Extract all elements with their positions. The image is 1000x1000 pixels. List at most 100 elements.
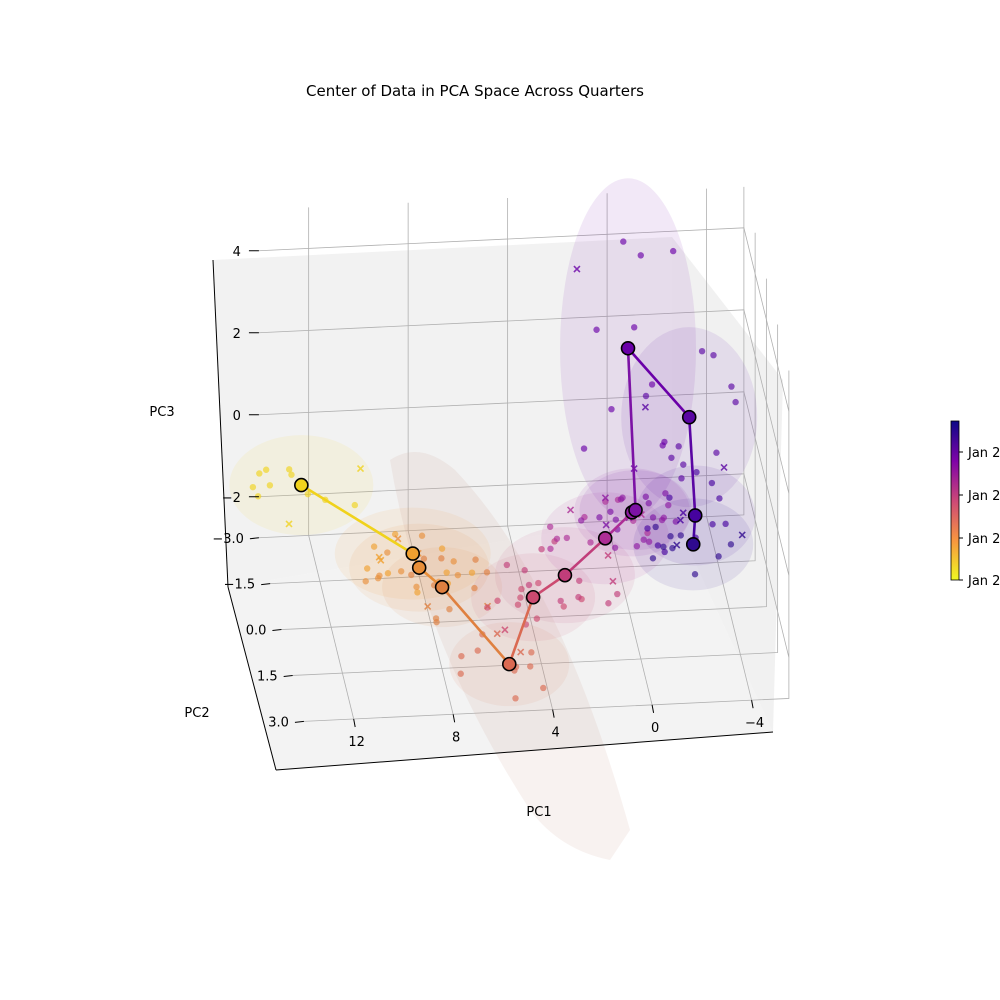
- sample-point: [675, 443, 682, 450]
- sample-point: [693, 468, 700, 476]
- trajectory-segment: [626, 348, 637, 511]
- sample-point: [644, 529, 651, 537]
- z-tick-label: 0: [233, 409, 241, 424]
- trajectory-segment: [627, 347, 691, 419]
- sample-marker: [573, 265, 581, 273]
- axis-lines: [212, 259, 774, 771]
- x-axis-ticks: 12 8 4 0 −4: [348, 700, 764, 750]
- y-tick-label: 0.0: [246, 624, 267, 639]
- sample-point: [722, 520, 729, 528]
- y-tick: [294, 720, 304, 723]
- x-tick-label: 4: [551, 726, 559, 741]
- x-tick-label: 0: [651, 721, 659, 736]
- sample-marker: [394, 535, 402, 543]
- y-tick: [283, 674, 293, 677]
- centroid-marker: [525, 589, 541, 605]
- sample-point: [710, 351, 717, 359]
- sample-point: [446, 605, 453, 613]
- sample-point: [649, 514, 657, 521]
- sample-point: [668, 454, 675, 461]
- centroid-marker: [557, 567, 573, 583]
- sample-point: [521, 567, 528, 574]
- sample-marker: [517, 648, 525, 656]
- y-tick-label: 3.0: [268, 715, 289, 730]
- sample-point: [533, 615, 541, 622]
- sample-point: [619, 494, 626, 501]
- sample-point: [660, 543, 667, 551]
- sample-point: [438, 555, 445, 562]
- x-tick: [552, 709, 555, 718]
- z-tick-label: 2: [233, 327, 241, 342]
- sample-point: [397, 568, 405, 575]
- y-tick: [261, 583, 271, 586]
- sample-point: [420, 555, 428, 562]
- sample-point: [691, 571, 699, 578]
- sample-point: [665, 501, 672, 509]
- grid-line: [281, 278, 767, 630]
- sample-point: [633, 542, 641, 550]
- sample-point: [364, 565, 371, 572]
- sample-point: [563, 534, 571, 542]
- sample-point: [414, 589, 421, 596]
- sample-point: [370, 543, 378, 550]
- sample-point: [727, 541, 735, 548]
- sample-point: [362, 578, 369, 585]
- centroid-marker: [411, 560, 427, 575]
- sample-point: [438, 545, 446, 552]
- colorbar-tick-label: Jan 2: [967, 446, 1000, 461]
- sample-marker: [738, 531, 746, 539]
- x-tick-label: 12: [348, 735, 365, 750]
- y-tick-label: 1.5: [257, 669, 278, 684]
- gridlines: [258, 186, 790, 722]
- colorbar-gradient: [950, 420, 960, 581]
- chart-title: Center of Data in PCA Space Across Quart…: [306, 82, 644, 100]
- sample-point: [614, 590, 621, 598]
- sample-marker: [602, 521, 610, 529]
- centroid-marker: [405, 546, 421, 561]
- colorbar-tick-label: Jan 2: [967, 532, 1000, 547]
- colorbar: Jan 2 Jan 2 Jan 2 Jan 2: [950, 420, 1000, 589]
- colorbar-tick-label: Jan 2: [967, 489, 1000, 504]
- trajectory-segment: [564, 537, 607, 577]
- sample-marker: [375, 553, 383, 561]
- sample-point: [611, 544, 619, 551]
- sample-point: [443, 569, 450, 576]
- centroid-marker: [620, 340, 636, 356]
- sample-point: [518, 585, 525, 593]
- sample-point: [669, 247, 677, 255]
- sample-marker: [720, 463, 728, 472]
- sample-point: [468, 569, 476, 576]
- y-tick: [249, 537, 259, 540]
- grid-line: [292, 324, 779, 676]
- z-axis-label: PC3: [149, 405, 174, 420]
- sample-point: [667, 533, 674, 540]
- sample-point: [662, 490, 669, 497]
- sample-point: [512, 695, 519, 702]
- centroid-marker: [294, 477, 309, 493]
- z-tick-label: 4: [233, 245, 241, 260]
- y-tick-label: −3.0: [212, 532, 244, 547]
- sample-point: [648, 381, 656, 388]
- sample-marker: [679, 509, 687, 517]
- sample-point: [666, 494, 673, 501]
- sample-marker: [673, 541, 681, 549]
- sample-point: [580, 445, 588, 452]
- grid-line: [303, 370, 790, 722]
- sample-point: [649, 555, 657, 562]
- trajectory-segment: [300, 484, 414, 555]
- sample-point: [708, 479, 716, 487]
- sample-point: [677, 532, 684, 539]
- y-axis-ticks: −3.0 −1.5 0.0 1.5 3.0: [212, 532, 304, 730]
- sample-point: [678, 475, 685, 482]
- sample-marker: [356, 465, 365, 473]
- sample-point: [728, 383, 735, 390]
- sample-point: [652, 523, 659, 531]
- x-tick: [751, 700, 754, 709]
- sample-point: [458, 652, 465, 660]
- trajectory-segment: [687, 417, 697, 516]
- sample-point: [642, 392, 650, 400]
- sample-point: [285, 466, 293, 473]
- sample-point: [471, 584, 478, 592]
- sample-point: [413, 583, 420, 591]
- sample-marker: [604, 551, 612, 559]
